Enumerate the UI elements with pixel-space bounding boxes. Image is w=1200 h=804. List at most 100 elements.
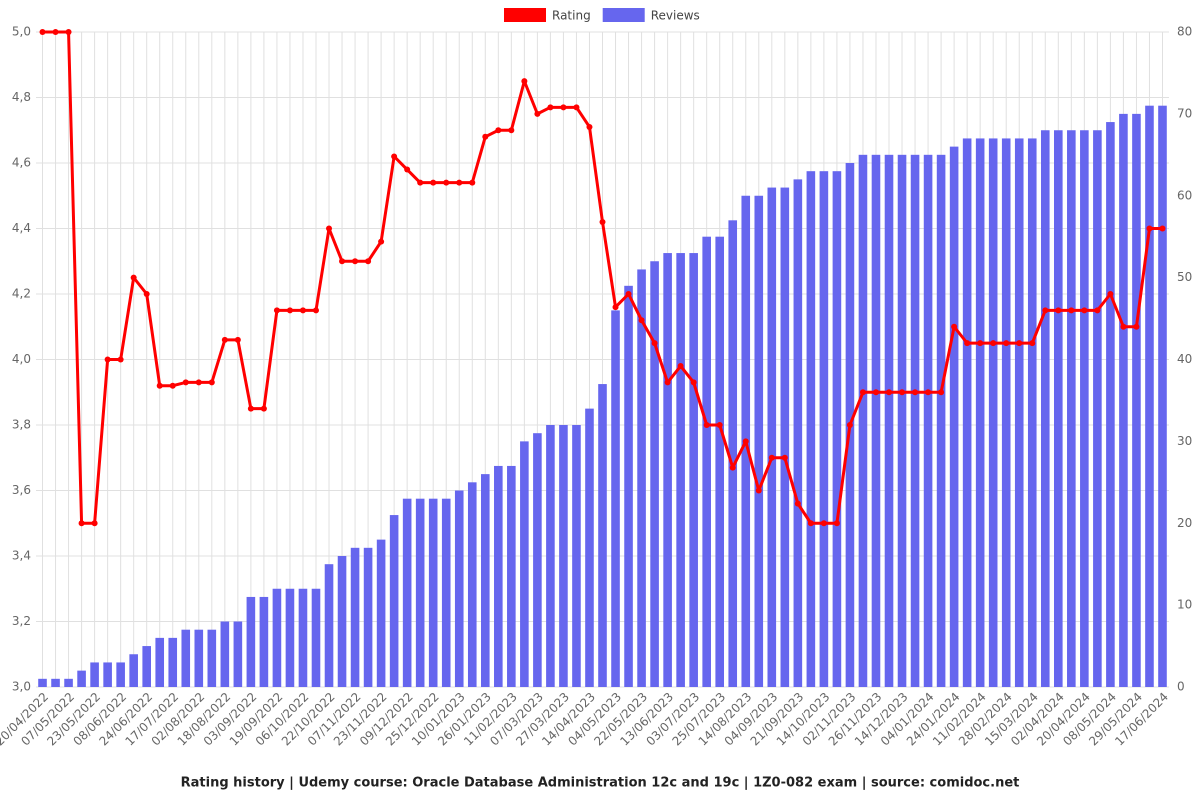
bar: [858, 154, 868, 687]
bar: [129, 654, 138, 687]
point: [208, 379, 215, 386]
point: [742, 438, 749, 445]
y-tick-label: 5,0: [12, 25, 31, 39]
bar: [871, 154, 881, 687]
point: [1094, 307, 1101, 314]
y-tick-label: 4,0: [12, 352, 31, 366]
bar: [1040, 130, 1050, 687]
bar: [220, 621, 230, 687]
point: [443, 179, 450, 186]
point: [221, 336, 228, 343]
y-tick-label: 3,0: [12, 680, 31, 694]
bar: [376, 539, 386, 687]
bar: [246, 596, 256, 687]
bar: [428, 498, 438, 687]
y-tick-label: 3,2: [12, 614, 31, 628]
point: [1133, 323, 1140, 330]
bar: [142, 646, 151, 687]
bar: [767, 187, 777, 687]
point: [768, 454, 775, 461]
point: [521, 78, 528, 85]
bar: [832, 171, 842, 687]
bar: [1119, 113, 1128, 687]
point: [1068, 307, 1075, 314]
bar: [559, 425, 568, 687]
point: [495, 127, 502, 134]
point: [964, 340, 971, 347]
point: [1029, 340, 1036, 347]
point: [586, 123, 593, 130]
bar: [467, 482, 477, 687]
bar: [155, 637, 165, 687]
point: [547, 104, 554, 111]
bar: [194, 629, 204, 687]
point: [508, 127, 515, 134]
point: [456, 179, 463, 186]
bar: [350, 547, 360, 687]
bar: [715, 236, 725, 687]
point: [299, 307, 306, 314]
legend-label: Reviews: [651, 9, 700, 23]
bar: [337, 556, 347, 687]
y-tick-label: 3,6: [12, 483, 31, 497]
bar: [884, 154, 894, 687]
bar: [324, 564, 334, 687]
bar: [793, 179, 803, 687]
bar: [546, 425, 555, 687]
y2-tick-label: 10: [1177, 598, 1192, 612]
point: [352, 258, 359, 265]
bar: [116, 662, 125, 687]
bar: [1106, 122, 1115, 687]
bar: [1145, 105, 1154, 687]
bar: [51, 678, 60, 687]
point: [1120, 323, 1127, 330]
point: [1081, 307, 1088, 314]
y2-tick-label: 20: [1177, 516, 1192, 530]
y2-tick-label: 30: [1177, 434, 1192, 448]
y2-tick-label: 80: [1177, 25, 1192, 39]
point: [404, 166, 411, 173]
point: [872, 389, 879, 396]
point: [39, 29, 46, 35]
y-tick-label: 4,8: [12, 90, 31, 104]
y-tick-label: 3,8: [12, 418, 31, 432]
bar: [819, 171, 829, 687]
y2-tick-label: 50: [1177, 270, 1192, 284]
bar: [585, 408, 594, 687]
point: [781, 454, 788, 461]
point: [365, 258, 372, 265]
point: [143, 291, 150, 297]
bar: [1093, 130, 1102, 687]
legend-swatch: [504, 8, 546, 22]
point: [195, 379, 202, 386]
bar: [1027, 138, 1037, 687]
bar: [480, 474, 490, 687]
bar: [728, 220, 738, 687]
bar: [1067, 130, 1076, 687]
point: [260, 405, 267, 412]
point: [1042, 307, 1049, 314]
point: [612, 304, 619, 311]
y2-tick-label: 60: [1177, 188, 1192, 202]
bar: [663, 253, 672, 687]
point: [886, 389, 893, 396]
bar: [38, 678, 47, 687]
point: [846, 422, 853, 428]
bar: [689, 253, 698, 687]
bar: [1014, 138, 1024, 687]
point: [91, 520, 98, 527]
point: [104, 356, 111, 363]
point: [703, 422, 710, 428]
point: [1146, 225, 1153, 232]
point: [690, 379, 697, 386]
bar: [702, 236, 711, 687]
bar: [910, 154, 920, 687]
point: [951, 323, 958, 330]
bar: [64, 678, 73, 687]
bar: [611, 310, 620, 687]
bar: [402, 498, 412, 687]
bar: [363, 547, 373, 687]
point: [169, 382, 176, 389]
bar: [415, 498, 425, 687]
